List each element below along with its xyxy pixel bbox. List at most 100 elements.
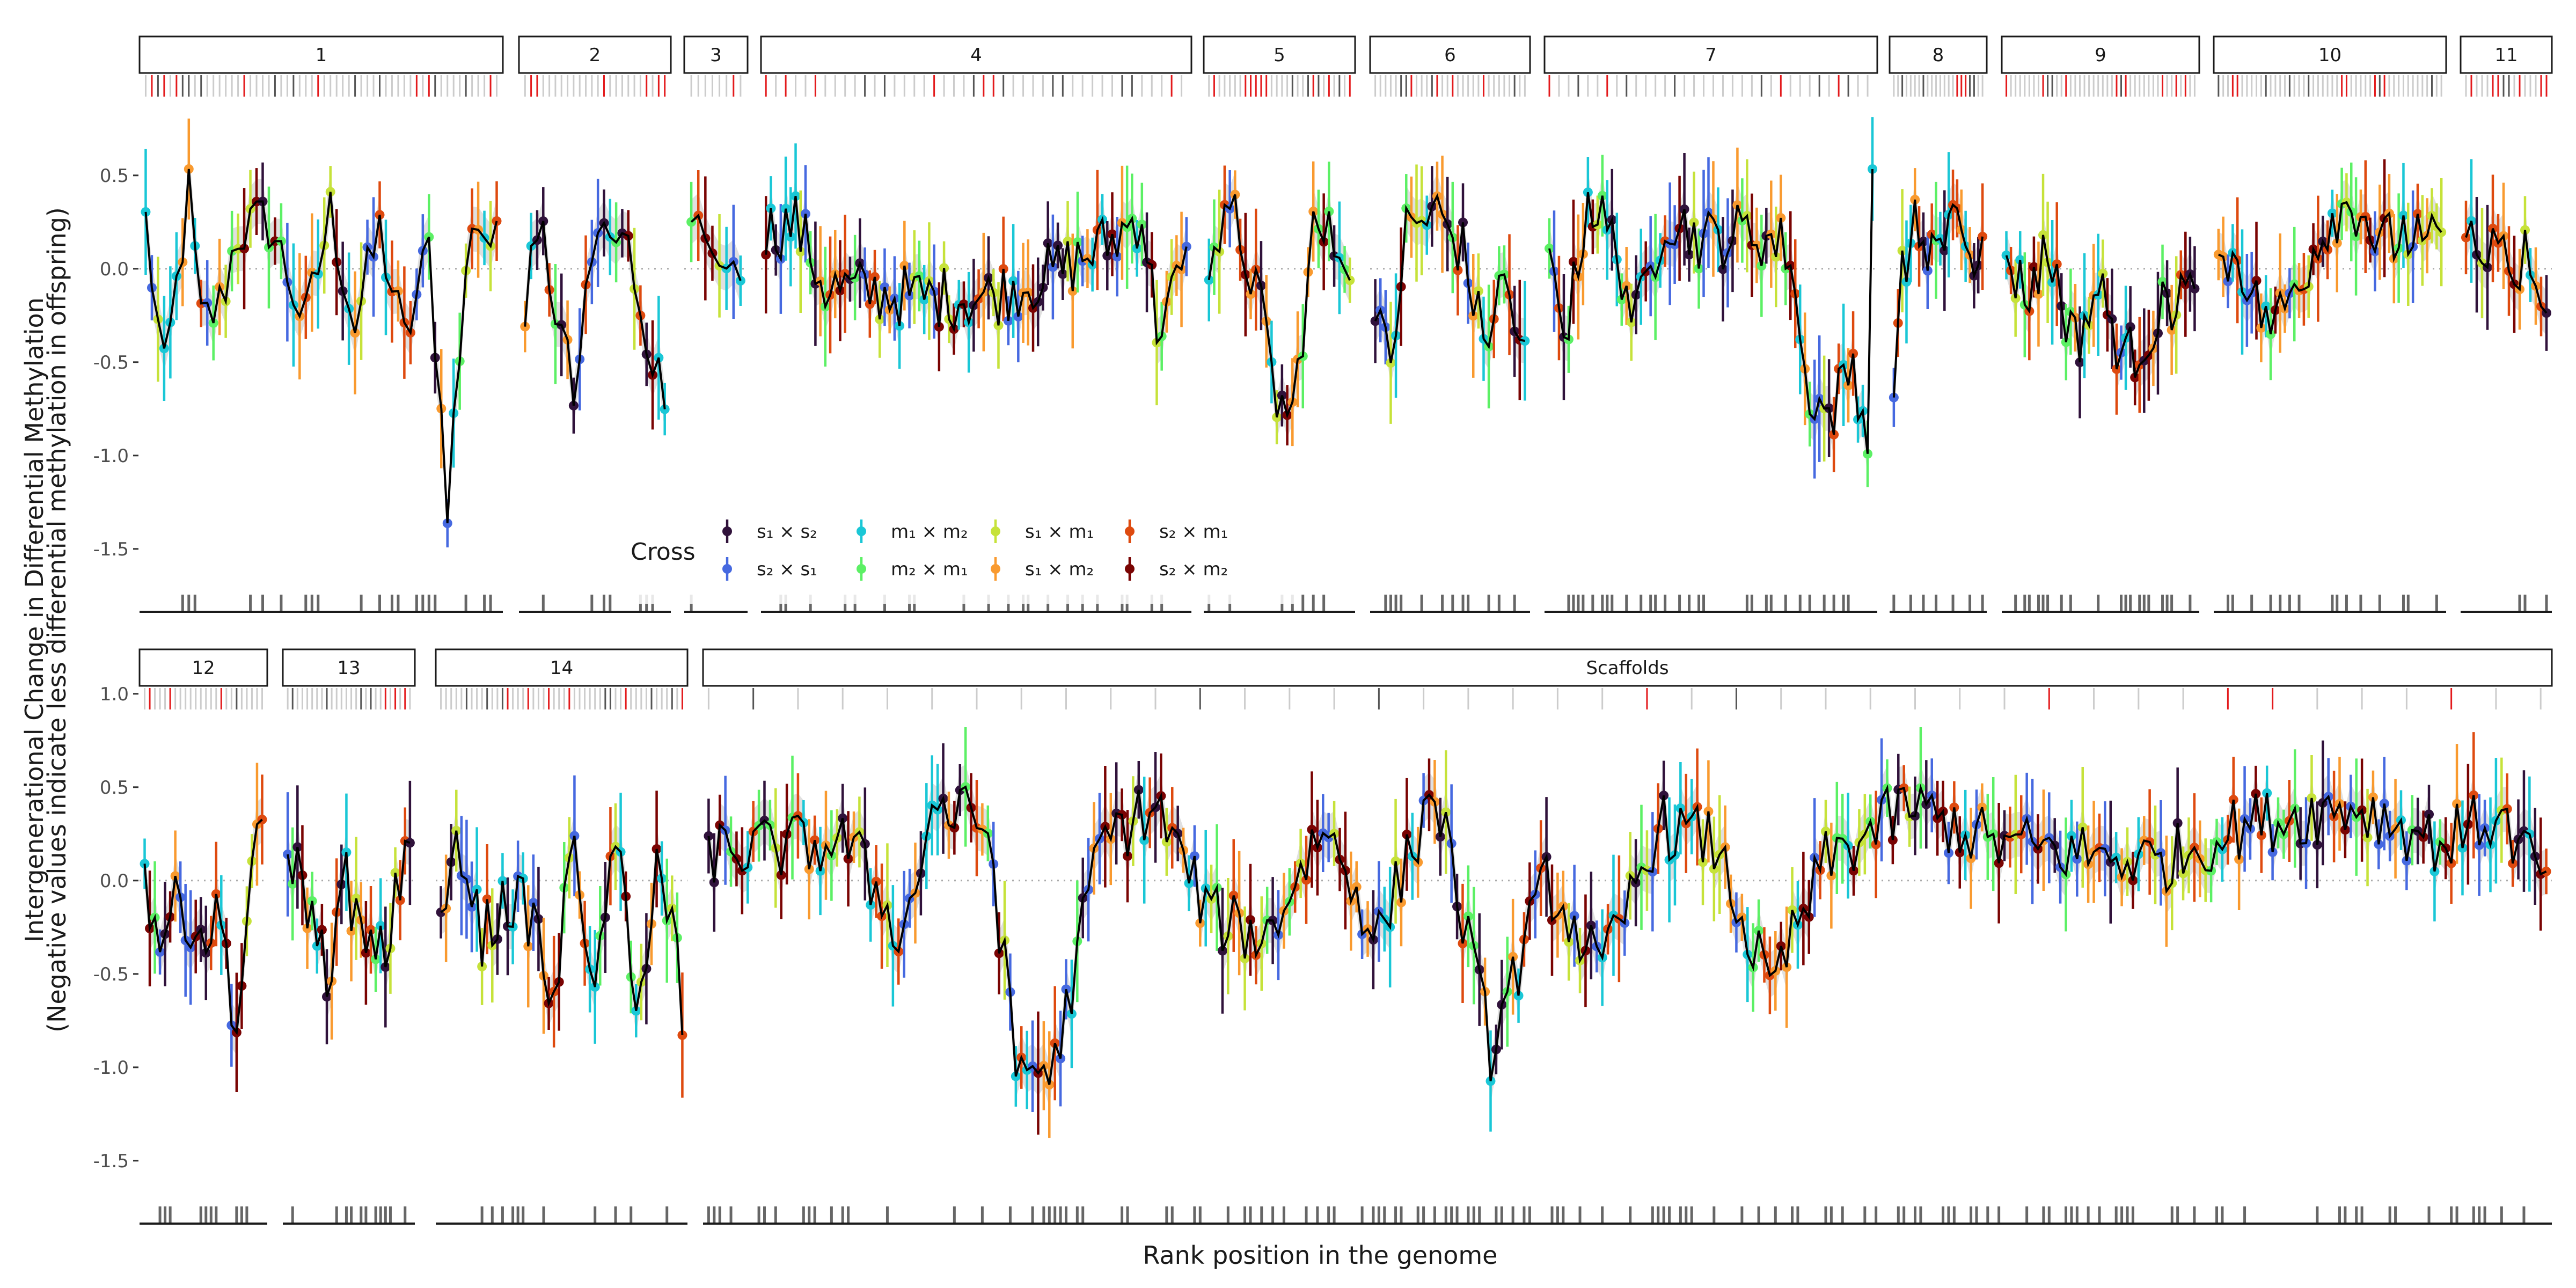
- legend-label: s₂ × s₁: [757, 559, 817, 580]
- top-rug: [765, 75, 1183, 97]
- facet-strip: [138, 648, 268, 687]
- facet-5: 5: [1203, 35, 1356, 613]
- confidence-ribbon: [1375, 173, 1525, 385]
- facet-12: 12: [138, 648, 268, 1225]
- trend-line: [2465, 221, 2548, 314]
- bottom-rug: [2227, 595, 2438, 611]
- facet-label: 8: [1933, 45, 1944, 66]
- data-point: [1868, 164, 1878, 174]
- trend-line: [690, 213, 742, 281]
- y-tick-label: -1.5: [93, 539, 129, 560]
- facet-strip: [518, 35, 672, 74]
- y-tick-label: -0.5: [93, 352, 129, 374]
- data-point: [1544, 243, 1554, 253]
- trend-line: [765, 196, 1188, 346]
- legend-swatch-point: [991, 564, 1000, 574]
- facet-strip: [1889, 35, 1988, 74]
- legend-label: s₁ × m₁: [1025, 521, 1094, 543]
- top-rug: [524, 75, 666, 97]
- trend-line: [287, 839, 411, 997]
- top-rug: [2218, 75, 2442, 97]
- trend-line: [440, 830, 684, 1035]
- bottom-rug: [158, 1206, 248, 1223]
- legend-label: m₂ × m₁: [891, 559, 968, 580]
- top-rug: [2465, 75, 2548, 97]
- facet-label: 6: [1444, 45, 1456, 66]
- bottom-rug: [2014, 595, 2192, 611]
- data-point: [735, 276, 745, 286]
- facet-label: 5: [1274, 45, 1285, 66]
- legend-swatch-point: [991, 526, 1000, 536]
- legend-label: s₁ × s₂: [757, 521, 817, 543]
- bottom-rug: [1384, 595, 1516, 611]
- data-point: [2001, 250, 2011, 260]
- trend-line: [524, 221, 666, 409]
- bottom-rug: [480, 1206, 669, 1223]
- legend-label: s₁ × m₂: [1025, 559, 1094, 580]
- legend-entry-s1xs2: s₁ × s₂: [722, 519, 817, 543]
- top-rug: [144, 75, 498, 97]
- facet-label: 9: [2095, 45, 2106, 66]
- facet-strip: [2213, 35, 2447, 74]
- bottom-rug: [1892, 595, 1984, 611]
- facet-1: 1: [138, 35, 504, 613]
- legend-swatch-point: [1125, 526, 1135, 536]
- y-tick-label: -1.0: [93, 445, 129, 467]
- legend-label: s₂ × m₂: [1159, 559, 1228, 580]
- legend-entry-m1xm2: m₁ × m₂: [857, 519, 968, 543]
- y-tick-label: -1.0: [93, 1057, 129, 1079]
- facet-strip: [760, 35, 1192, 74]
- facet-strip: [1369, 35, 1531, 74]
- data-point: [2461, 232, 2471, 243]
- bottom-rug: [1567, 595, 1850, 611]
- bottom-rug: [2518, 595, 2548, 611]
- top-rug: [1208, 75, 1351, 97]
- legend: Cross s₁ × s₂ s₂ × s₁ m₁ × m₂ m₂ × m₁ s₁ × m…: [623, 496, 1299, 604]
- facet-label: 1: [316, 45, 327, 66]
- facet-label: 4: [970, 45, 982, 66]
- bottom-rug: [707, 1206, 2526, 1223]
- legend-entry-s1xm2: s₁ × m₂: [991, 557, 1094, 581]
- top-rug: [1548, 75, 1869, 97]
- facet-strip: [282, 648, 416, 687]
- top-rug: [690, 75, 742, 97]
- facet-7: 7: [1543, 35, 1878, 613]
- facet-label: 2: [589, 45, 601, 66]
- legend-entry-m2xm1: m₂ × m₁: [857, 557, 968, 581]
- x-axis-title: Rank position in the genome: [1143, 1241, 1498, 1270]
- facet-13: 13: [282, 648, 416, 1225]
- y-tick-label: 0.5: [100, 165, 129, 187]
- trend-line: [2005, 235, 2196, 378]
- facet-label: 11: [2494, 45, 2518, 66]
- facet-strip: [435, 648, 689, 687]
- facet-strip: [683, 35, 749, 74]
- legend-entry-s2xs1: s₂ × s₁: [722, 557, 817, 581]
- top-rug: [707, 688, 2542, 709]
- bottom-rug: [291, 1206, 407, 1223]
- trend-line: [1374, 193, 1525, 363]
- y-tick-label: 0.5: [100, 777, 129, 799]
- facet-2: 2: [518, 35, 672, 613]
- bottom-rug: [181, 595, 492, 611]
- facet-label: 12: [192, 657, 215, 679]
- confidence-ribbon: [145, 147, 497, 546]
- facet-strip: [1203, 35, 1356, 74]
- facet-strip: [2460, 35, 2553, 74]
- top-rug: [144, 688, 263, 709]
- y-tick-label: -0.5: [93, 964, 129, 985]
- trend-line: [1892, 199, 1984, 398]
- data-point: [2541, 866, 2551, 876]
- confidence-ribbon: [766, 173, 1187, 365]
- facet-9: 9: [2001, 35, 2200, 613]
- legend-swatch-point: [722, 564, 732, 574]
- facet-strip: [138, 35, 504, 74]
- y-axes: -1.5 -1.0 -0.5 0.0 0.5 -1.5 -1.0 -0.5 0.0 0.5 1.0: [93, 165, 138, 1172]
- facet-8: 8: [1889, 35, 1988, 613]
- y-tick-label: 0.0: [100, 870, 129, 892]
- confidence-ribbon: [1209, 172, 1350, 440]
- facet-strip: [702, 648, 2553, 687]
- facet-label: Scaffolds: [1586, 657, 1668, 679]
- y-axis-subtitle: (Negative values indicate less different…: [42, 207, 71, 1033]
